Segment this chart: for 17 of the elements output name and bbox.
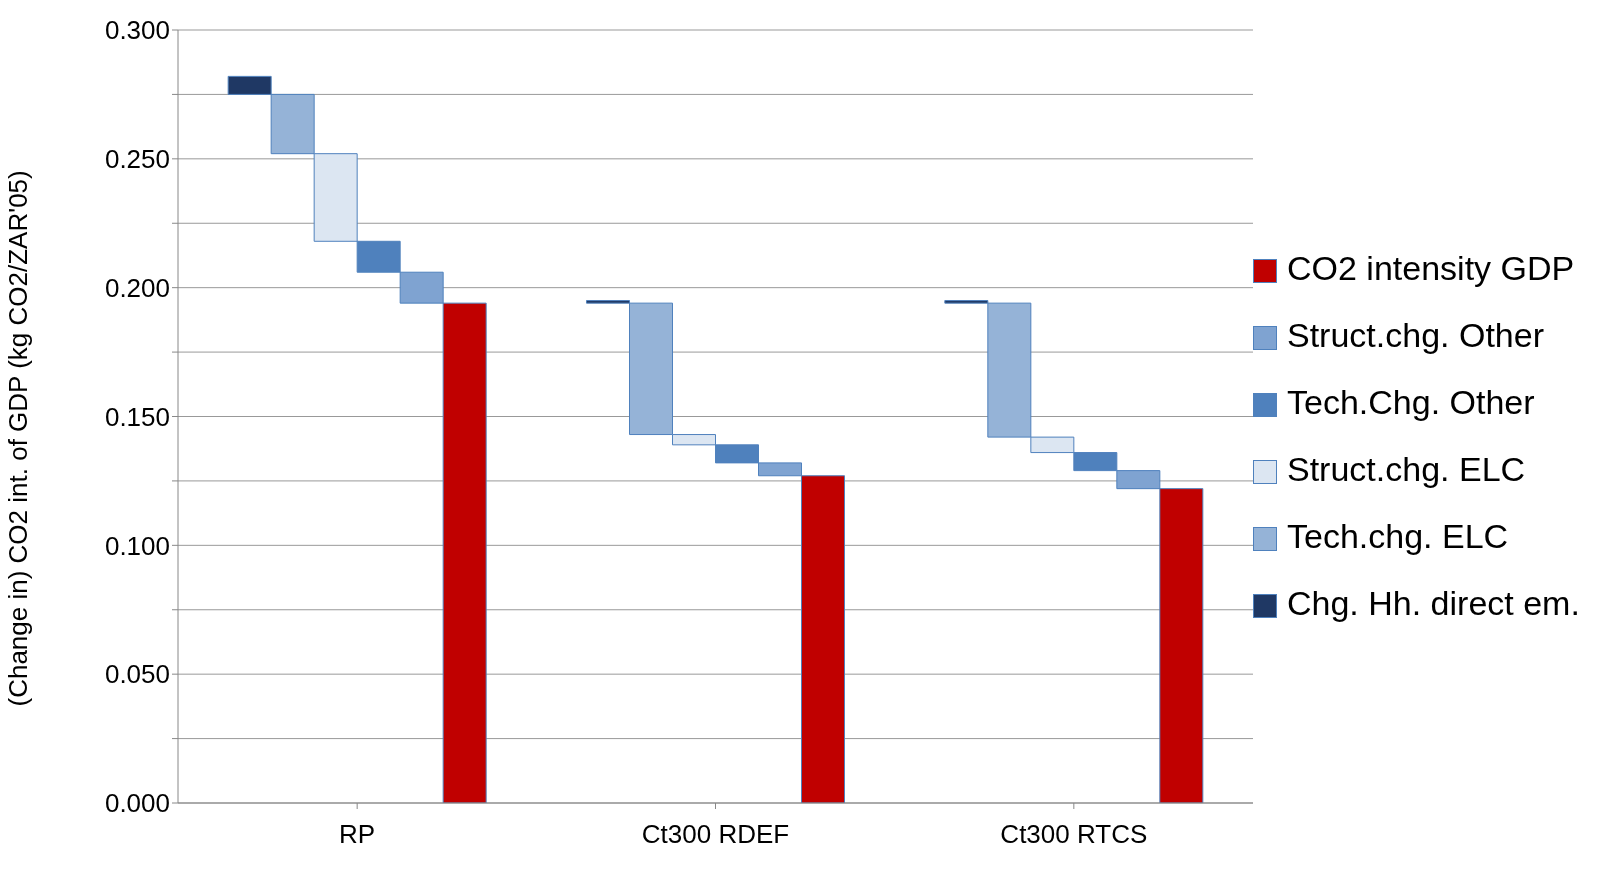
legend-label: Tech.chg. ELC xyxy=(1287,516,1509,556)
y-tick-label: 0.200 xyxy=(104,272,170,303)
legend-label: Struct.chg. ELC xyxy=(1287,449,1526,489)
y-tick-label: 0.000 xyxy=(104,788,170,819)
legend-label: Chg. Hh. direct em. xyxy=(1287,583,1580,623)
legend-label: Struct.chg. Other xyxy=(1287,315,1544,355)
y-tick-label: 0.150 xyxy=(104,401,170,432)
x-tick-label: Ct300 RTCS xyxy=(1000,819,1148,850)
x-tick-label: Ct300 RDEF xyxy=(641,819,790,850)
legend-label: CO2 intensity GDP xyxy=(1287,248,1575,288)
y-tick-label: 0.050 xyxy=(104,659,170,690)
y-tick-label: 0.250 xyxy=(104,144,170,175)
y-axis-title: (Change in) CO2 int. of GDP (kg CO2/ZAR'05) xyxy=(3,170,34,707)
x-tick-label: RP xyxy=(339,819,376,850)
y-tick-label: 0.300 xyxy=(104,15,170,46)
y-tick-label: 0.100 xyxy=(104,530,170,561)
legend-label: Tech.Chg. Other xyxy=(1287,382,1535,422)
